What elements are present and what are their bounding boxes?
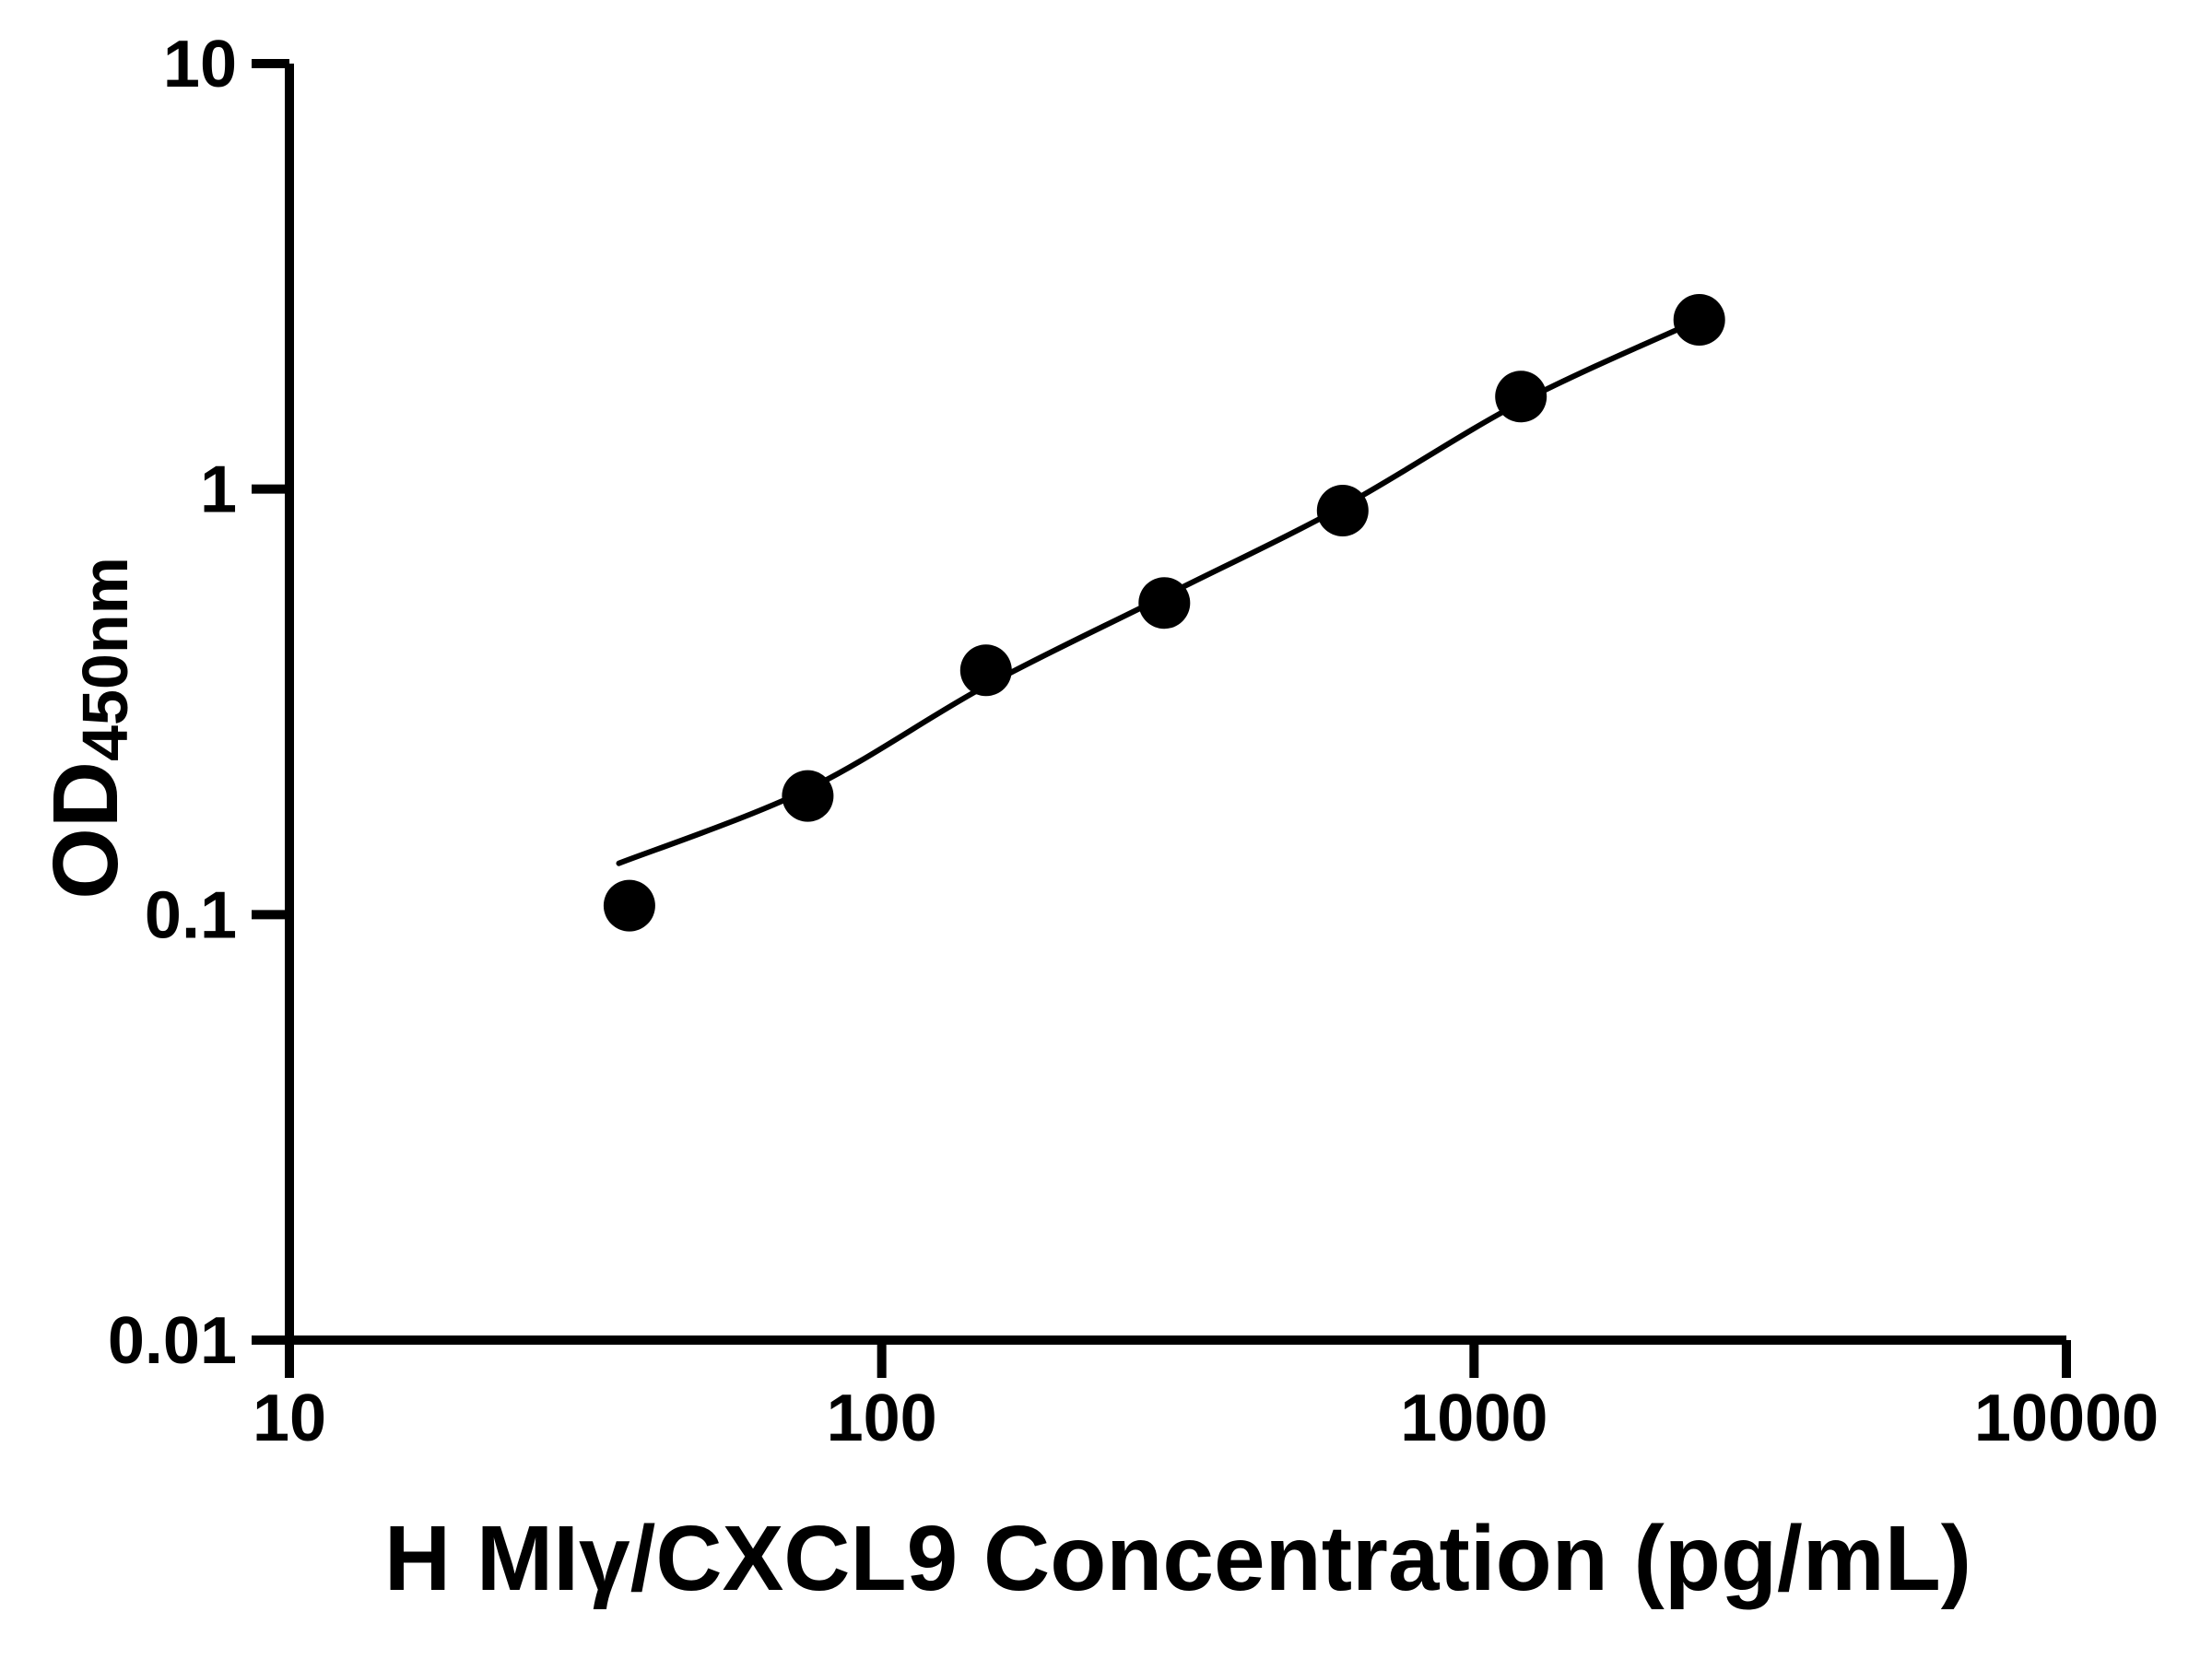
data-point [959, 644, 1012, 697]
data-point [1495, 371, 1547, 423]
y-tick-label: 0.1 [145, 878, 237, 952]
data-point [1673, 294, 1725, 346]
y-axis-title-main: OD [33, 760, 137, 900]
data-point [603, 879, 655, 932]
x-axis-title: H MIγ/CXCL9 Concentration (pg/mL) [383, 1507, 1972, 1610]
data-point [1138, 577, 1191, 629]
y-tick-label: 0.01 [108, 1304, 237, 1378]
x-tick-label: 100 [827, 1382, 937, 1455]
y-tick-label: 1 [200, 453, 237, 527]
data-point [1316, 485, 1369, 536]
x-tick-label: 10000 [1974, 1382, 2159, 1455]
axis-frame [285, 64, 2066, 1345]
x-tick-label: 10 [253, 1382, 326, 1455]
y-tick-label: 10 [163, 28, 237, 101]
x-tick-label: 1000 [1400, 1382, 1547, 1455]
y-axis-title: OD450nm [34, 557, 141, 900]
data-point [782, 770, 834, 822]
y-axis-title-subscript: 450nm [69, 557, 142, 761]
